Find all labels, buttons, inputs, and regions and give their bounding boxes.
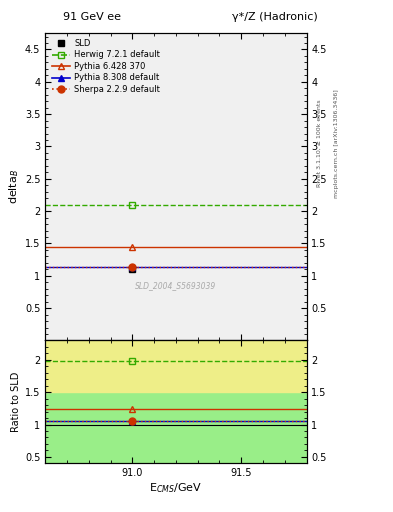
Text: γ*/Z (Hadronic): γ*/Z (Hadronic) bbox=[232, 11, 318, 22]
Text: Rivet 3.1.10, ≥ 100k events: Rivet 3.1.10, ≥ 100k events bbox=[316, 99, 321, 187]
Text: 91 GeV ee: 91 GeV ee bbox=[63, 11, 121, 22]
Text: SLD_2004_S5693039: SLD_2004_S5693039 bbox=[135, 281, 217, 290]
Bar bbox=[45, 392, 307, 463]
X-axis label: E$_{CMS}$/GeV: E$_{CMS}$/GeV bbox=[149, 481, 202, 495]
Legend: SLD, Herwig 7.2.1 default, Pythia 6.428 370, Pythia 8.308 default, Sherpa 2.2.9 : SLD, Herwig 7.2.1 default, Pythia 6.428 … bbox=[52, 39, 160, 94]
Y-axis label: Ratio to SLD: Ratio to SLD bbox=[11, 372, 21, 432]
Text: mcplots.cern.ch [arXiv:1306.3436]: mcplots.cern.ch [arXiv:1306.3436] bbox=[334, 89, 339, 198]
Y-axis label: delta$_B$: delta$_B$ bbox=[7, 169, 21, 204]
Bar bbox=[45, 340, 307, 392]
